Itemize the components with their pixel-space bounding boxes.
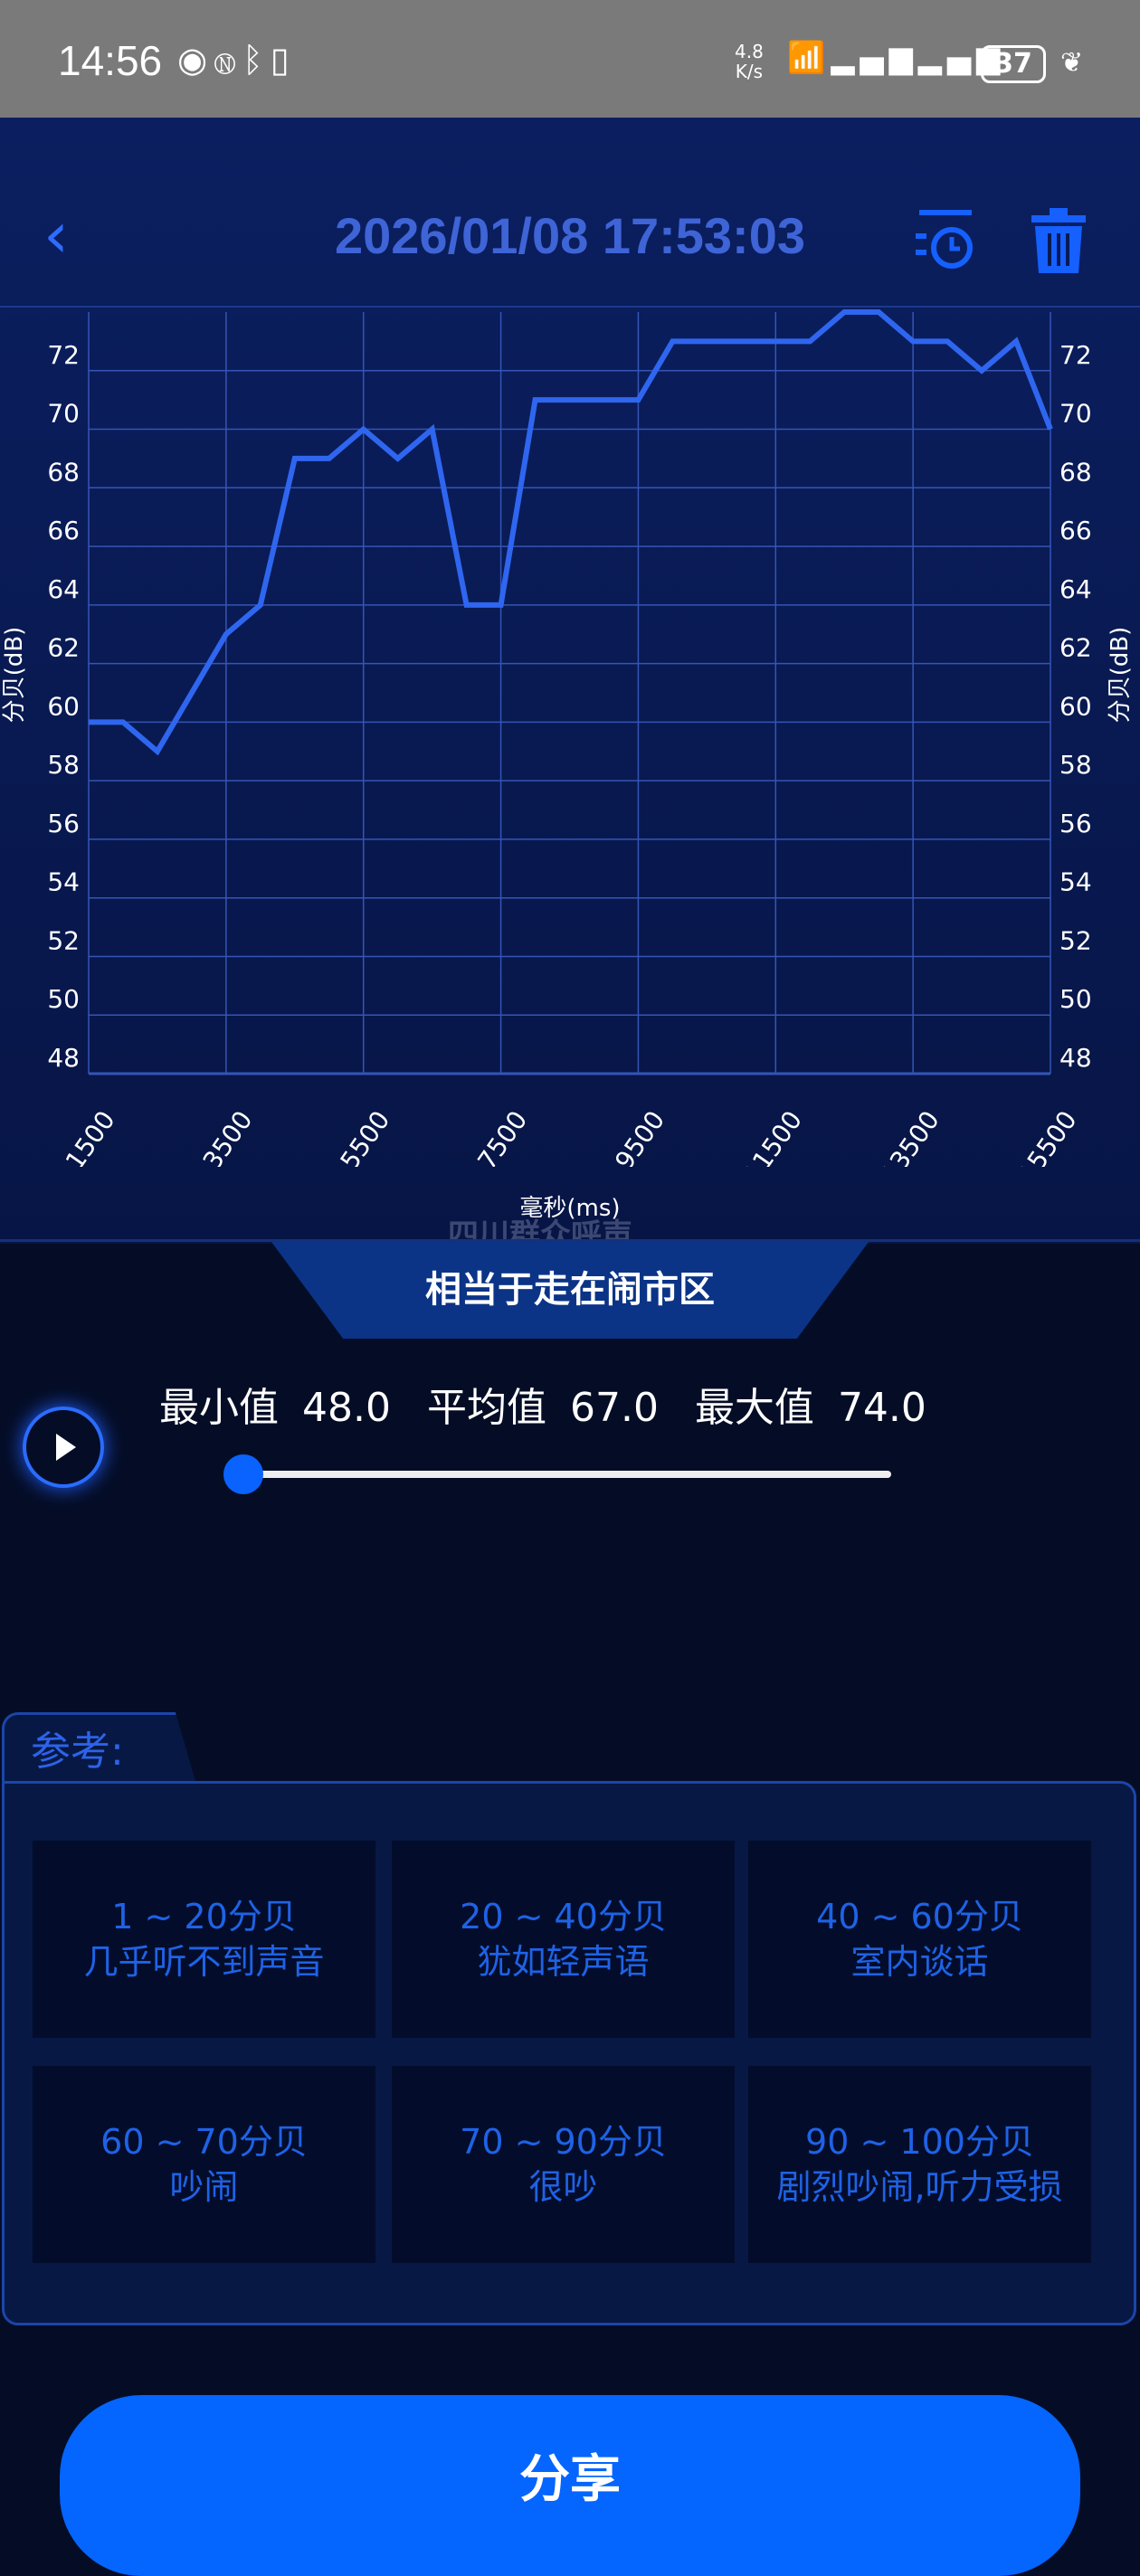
divider: [0, 1239, 1140, 1242]
y-axis-label: 分贝(dB): [1, 627, 28, 724]
max-value: 74.0: [838, 1385, 926, 1431]
x-tick-label: 11500: [737, 1105, 808, 1167]
reference-range: 90 ~ 100分贝: [805, 2119, 1034, 2164]
status-icons-left: ◉Ⓝᛒ▯: [177, 40, 297, 80]
banner-text: 相当于走在闹市区: [271, 1242, 869, 1339]
series-line: [89, 312, 1050, 752]
x-tick-label: 9500: [609, 1105, 670, 1167]
x-tick-label: 5500: [335, 1105, 396, 1167]
y-tick-label: 70: [47, 399, 80, 429]
avg-value: 67.0: [570, 1385, 659, 1431]
y-tick-label: 50: [47, 984, 80, 1014]
reference-desc: 剧烈吵闹,听力受损: [776, 2164, 1062, 2210]
battery-icon: 37: [981, 45, 1046, 83]
nfc-icon: Ⓝ: [214, 40, 242, 80]
status-icons-right: 📶▂▄▆▂▄▆: [787, 40, 1005, 76]
stats-row: 最小值 48.0 平均值 67.0 最大值 74.0: [159, 1375, 950, 1433]
y-tick-label: 62: [47, 633, 80, 663]
y-tick-label-right: 60: [1059, 691, 1092, 721]
reference-desc: 犹如轻声语: [477, 1939, 649, 1984]
signal-4g-icon: ▂▄▆: [831, 40, 917, 76]
history-clock-icon[interactable]: [914, 208, 977, 271]
y-tick-label: 64: [47, 574, 80, 604]
y-tick-label: 66: [47, 516, 80, 545]
bluetooth-icon: ᛒ: [242, 40, 271, 80]
y-tick-label-right: 48: [1059, 1043, 1092, 1073]
reference-card: 20 ~ 40分贝犹如轻声语: [392, 1841, 735, 2038]
x-tick-label: 7500: [471, 1105, 533, 1167]
reference-range: 20 ~ 40分贝: [460, 1894, 667, 1939]
playback-slider[interactable]: [231, 1471, 891, 1478]
y-tick-label: 60: [47, 691, 80, 721]
y-tick-label-right: 56: [1059, 809, 1092, 838]
share-button[interactable]: 分享: [60, 2395, 1080, 2576]
y-tick-label-right: 72: [1059, 340, 1092, 370]
y-tick-label: 58: [47, 750, 80, 780]
play-icon: [56, 1434, 76, 1461]
reference-desc: 几乎听不到声音: [83, 1939, 324, 1984]
reference-desc: 很吵: [528, 2164, 597, 2210]
x-tick-label: 1500: [60, 1105, 121, 1167]
y-tick-label-right: 58: [1059, 750, 1092, 780]
reference-title: 参考:: [31, 1719, 124, 1776]
y-tick-label-right: 66: [1059, 516, 1092, 545]
y-axis-label-right: 分贝(dB): [1107, 627, 1134, 724]
trash-icon[interactable]: [1031, 208, 1086, 273]
y-tick-label-right: 64: [1059, 574, 1092, 604]
reference-card: 1 ~ 20分贝几乎听不到声音: [33, 1841, 375, 2038]
eye-icon: ◉: [177, 40, 214, 80]
reference-range: 40 ~ 60分贝: [816, 1894, 1023, 1939]
wifi-icon: 📶: [787, 40, 831, 76]
reference-card: 40 ~ 60分贝室内谈话: [748, 1841, 1091, 2038]
y-tick-label-right: 70: [1059, 399, 1092, 429]
y-tick-label-right: 68: [1059, 457, 1092, 487]
net-speed-unit: K/s: [736, 61, 763, 82]
reference-desc: 室内谈话: [850, 1939, 988, 1984]
header: ‹ 2026/01/08 17:53:03: [0, 118, 1140, 308]
vibrate-icon: ▯: [271, 40, 297, 80]
min-label: 最小值: [159, 1385, 279, 1431]
reference-range: 1 ~ 20分贝: [111, 1894, 297, 1939]
reference-range: 70 ~ 90分贝: [460, 2119, 667, 2164]
y-tick-label: 48: [47, 1043, 80, 1073]
reference-card: 90 ~ 100分贝剧烈吵闹,听力受损: [748, 2066, 1091, 2263]
slider-knob[interactable]: [223, 1454, 263, 1494]
y-tick-label: 56: [47, 809, 80, 838]
y-tick-label: 72: [47, 340, 80, 370]
play-button[interactable]: [23, 1406, 104, 1488]
x-tick-label: 15500: [1012, 1105, 1083, 1167]
net-speed-value: 4.8: [735, 41, 764, 62]
noise-level-banner: 相当于走在闹市区: [271, 1242, 869, 1339]
y-tick-label-right: 50: [1059, 984, 1092, 1014]
y-tick-label-right: 62: [1059, 633, 1092, 663]
x-tick-label: 13500: [875, 1105, 945, 1167]
y-tick-label: 54: [47, 867, 80, 897]
y-tick-label-right: 52: [1059, 925, 1092, 955]
reference-card: 60 ~ 70分贝吵闹: [33, 2066, 375, 2263]
x-tick-label: 3500: [197, 1105, 259, 1167]
reference-range: 60 ~ 70分贝: [100, 2119, 308, 2164]
status-time: 14:56: [58, 36, 162, 85]
avg-label: 平均值: [427, 1385, 546, 1431]
y-tick-label: 52: [47, 925, 80, 955]
max-label: 最大值: [695, 1385, 814, 1431]
leaf-icon: ❦: [1060, 47, 1083, 79]
reference-card: 70 ~ 90分贝很吵: [392, 2066, 735, 2263]
reference-desc: 吵闹: [169, 2164, 238, 2210]
min-value: 48.0: [302, 1385, 391, 1431]
y-tick-label: 68: [47, 457, 80, 487]
y-tick-label-right: 54: [1059, 867, 1092, 897]
decibel-line-chart: 48 48 50 50 52 52 54 54 56 56 58 58 60 60 62 62 64 64 66 66…: [0, 298, 1140, 1167]
